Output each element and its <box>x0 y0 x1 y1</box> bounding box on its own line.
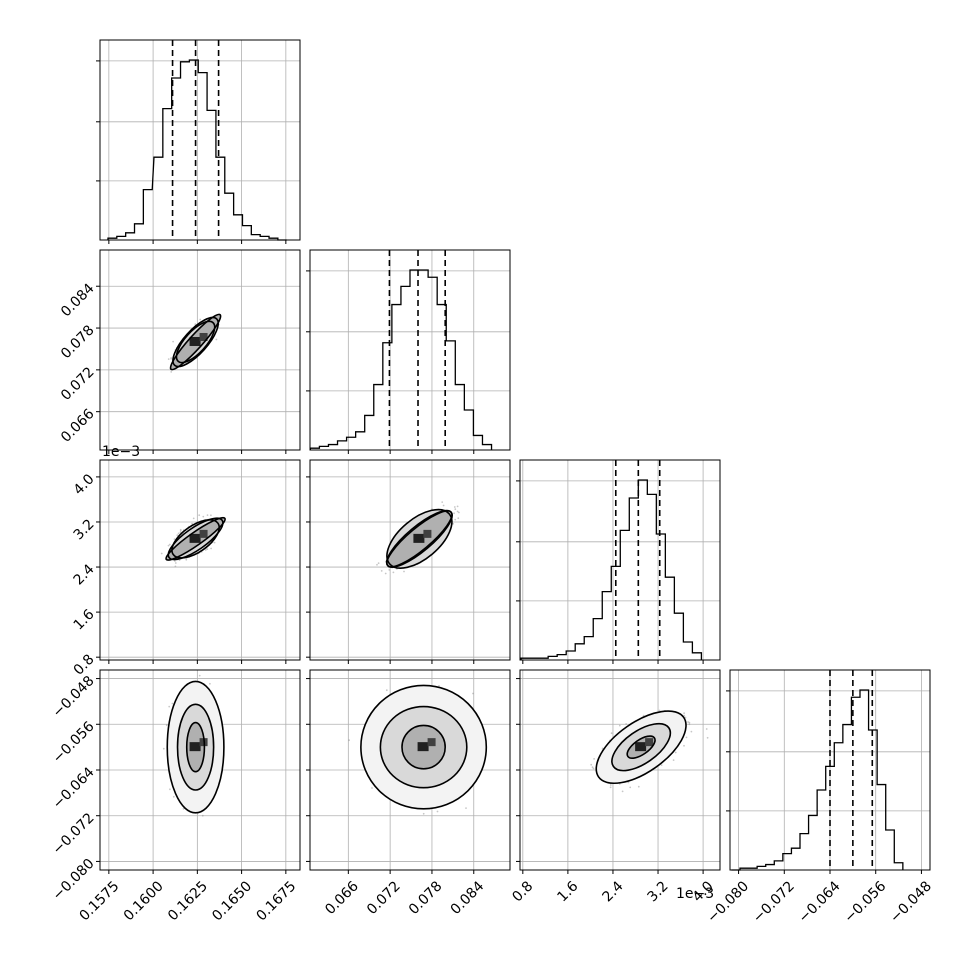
y-tick-label: −0.064 <box>50 764 98 812</box>
x-tick-label: 0.072 <box>364 878 404 918</box>
x-tick-label: 0.078 <box>406 878 446 918</box>
density-core <box>645 738 654 747</box>
y-tick-label: 0.066 <box>58 406 98 446</box>
y-tick-label: −0.072 <box>50 810 98 858</box>
density-core <box>189 533 201 543</box>
histogram-step <box>731 689 904 871</box>
y-offset-label: 1e−3 <box>102 444 140 460</box>
panel-frame <box>99 459 301 661</box>
y-tick-label: 0.084 <box>58 281 98 321</box>
contour-line <box>386 510 453 568</box>
contour-line <box>171 519 220 559</box>
x-tick-label: 0.1575 <box>76 878 122 924</box>
scatter-panel-3-0 <box>99 669 301 871</box>
histogram-panel-3 <box>726 669 931 871</box>
x-tick-label: −0.072 <box>750 878 798 926</box>
contour-line <box>175 320 216 364</box>
scatter-panel-2-0 <box>99 459 301 661</box>
contour-line <box>360 684 488 810</box>
panel-frame <box>99 249 301 451</box>
contour-line <box>401 724 446 770</box>
panel-frame <box>309 459 511 661</box>
y-tick-label: 4.0 <box>71 471 98 498</box>
panel-frame <box>519 459 721 661</box>
y-tick-label: 1.6 <box>71 606 98 633</box>
contour-line <box>169 313 222 371</box>
contour-line <box>166 680 225 814</box>
density-core <box>635 742 647 752</box>
x-tick-label: −0.064 <box>796 878 844 926</box>
x-tick-label: 3.2 <box>645 878 672 905</box>
y-tick-label: 2.4 <box>71 561 98 588</box>
x-tick-label: 0.084 <box>448 878 488 918</box>
x-tick-label: 0.1675 <box>253 878 299 924</box>
x-tick-label: 2.4 <box>600 878 627 905</box>
density-core <box>413 533 425 543</box>
panel-frame <box>99 39 301 241</box>
contour-line <box>626 735 656 759</box>
y-tick-label: 0.072 <box>58 364 98 404</box>
panel-frame <box>309 249 511 451</box>
x-tick-label: 0.1625 <box>165 878 211 924</box>
contour-line <box>185 721 206 773</box>
contour-line <box>379 705 468 789</box>
contour-line <box>595 710 687 785</box>
histogram-panel-0 <box>96 39 301 241</box>
density-core <box>189 336 201 346</box>
histogram-panel-2 <box>516 459 721 661</box>
y-tick-label: 3.2 <box>71 516 98 543</box>
contour-line <box>172 316 219 368</box>
y-tick-label: −0.056 <box>50 719 98 767</box>
scatter-panel-2-1 <box>309 459 511 661</box>
scatter-panel-3-2 <box>519 669 721 871</box>
density-core <box>189 742 201 752</box>
x-tick-label: −0.056 <box>841 878 889 926</box>
density-core <box>417 742 429 752</box>
contour-line <box>176 703 215 791</box>
density-core <box>427 738 436 747</box>
histogram-step <box>309 269 493 450</box>
contour-line <box>167 517 224 561</box>
scatter-panel-1-0 <box>99 249 301 451</box>
density-core <box>423 529 432 538</box>
density-core <box>199 529 208 538</box>
x-tick-label: −0.048 <box>887 878 935 926</box>
x-tick-label: 1.6 <box>554 878 581 905</box>
contour-line <box>165 516 226 561</box>
x-tick-label: 0.8 <box>509 878 536 905</box>
scatter-panel-3-1 <box>309 669 511 871</box>
histogram-panel-1 <box>306 249 511 451</box>
histogram-step <box>520 479 703 660</box>
y-tick-label: −0.048 <box>50 673 98 721</box>
y-tick-label: 0.078 <box>58 322 98 362</box>
x-tick-label: 0.1600 <box>121 878 167 924</box>
y-tick-label: −0.080 <box>50 856 98 904</box>
histogram-step <box>107 59 287 241</box>
contour-line <box>386 508 453 569</box>
x-tick-label: 0.1650 <box>209 878 255 924</box>
x-offset-label: 1e−3 <box>676 886 714 902</box>
x-tick-label: 0.066 <box>322 878 362 918</box>
contour-line <box>611 722 672 772</box>
density-core <box>199 332 208 341</box>
